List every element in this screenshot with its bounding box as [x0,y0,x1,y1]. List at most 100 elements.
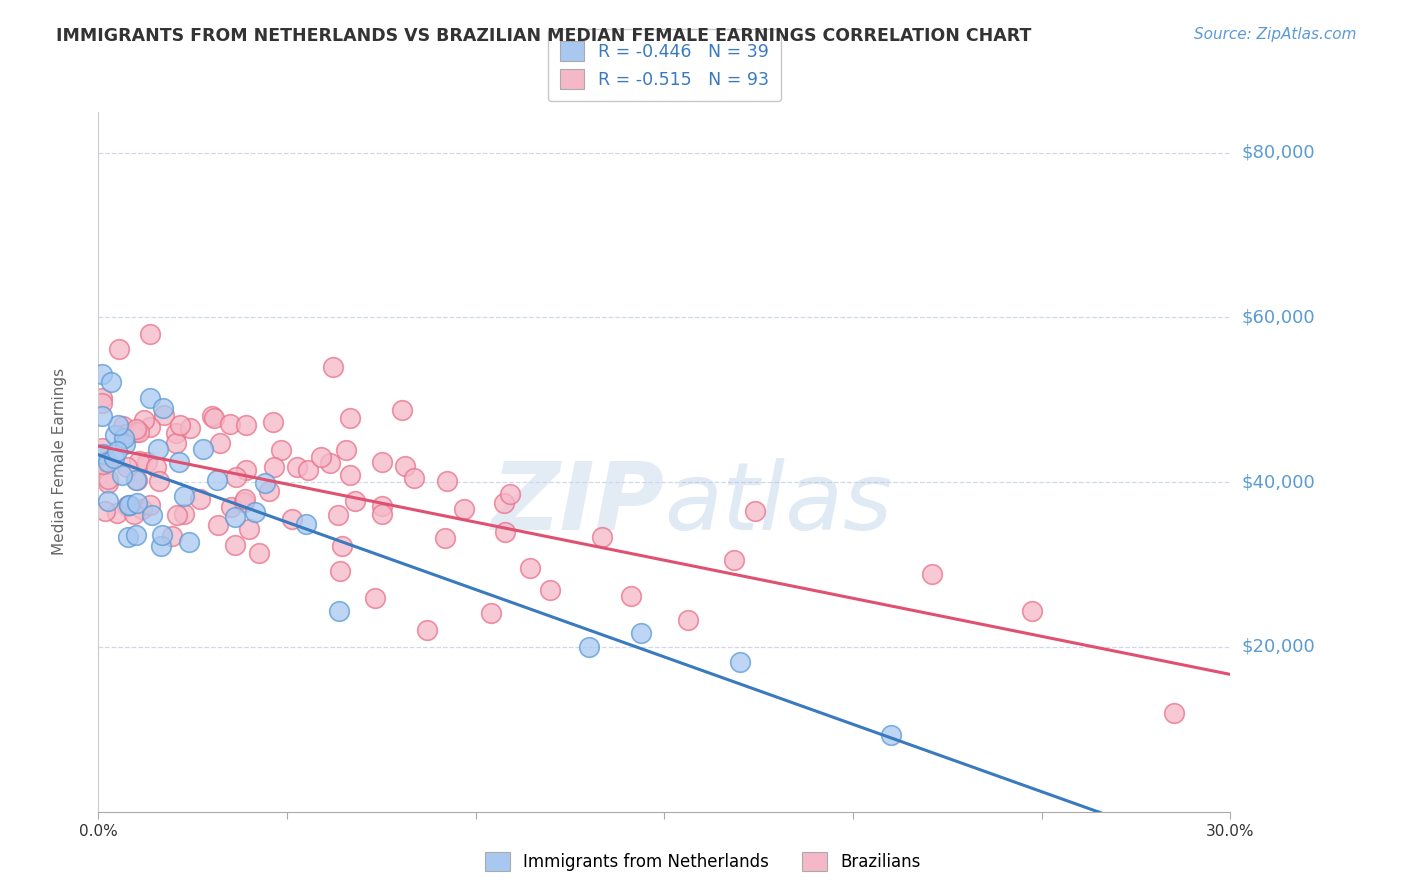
Point [94,504,117,518]
Point [125,527,148,541]
Point [285,460,308,475]
Point [91,409,114,423]
Text: $40,000: $40,000 [1241,473,1316,491]
Point [91,447,114,461]
Point [416,623,439,637]
Point [309,450,332,465]
Point [152,401,174,416]
Point [591,529,613,543]
Point [91,442,114,456]
Point [247,546,270,560]
Point [201,409,224,423]
Point [224,538,246,552]
Legend: R = -0.446   N = 39, R = -0.515   N = 93: R = -0.446 N = 39, R = -0.515 N = 93 [547,29,782,102]
Point [728,655,751,669]
Point [136,455,159,469]
Point [453,501,475,516]
Point [238,522,260,536]
Text: $20,000: $20,000 [1241,638,1316,656]
Point [235,418,257,433]
Point [335,442,357,457]
Point [165,426,187,441]
Point [343,493,366,508]
Point [297,462,319,476]
Point [115,459,138,474]
Point [339,468,361,483]
Text: $80,000: $80,000 [1241,144,1315,161]
Point [127,496,149,510]
Point [319,456,342,470]
Point [124,474,146,488]
Point [519,561,541,575]
Point [235,463,257,477]
Point [141,508,163,522]
Point [148,474,170,488]
Point [270,442,292,457]
Point [436,474,458,488]
Point [117,530,139,544]
Point [294,517,316,532]
Point [202,410,225,425]
Point [173,489,195,503]
Point [262,415,284,429]
Point [139,391,162,405]
Point [115,427,138,442]
Point [328,604,350,618]
Point [479,606,502,620]
Text: atlas: atlas [665,458,893,549]
Point [207,517,229,532]
Point [139,326,162,341]
Point [111,467,134,482]
Text: $60,000: $60,000 [1241,309,1315,326]
Text: ZIP: ZIP [492,458,665,549]
Point [921,566,943,581]
Point [118,498,141,512]
Point [145,460,167,475]
Point [131,502,153,516]
Point [208,436,231,450]
Point [132,413,155,427]
Point [205,473,228,487]
Point [404,471,426,485]
Text: IMMIGRANTS FROM NETHERLANDS VS BRAZILIAN MEDIAN FEMALE EARNINGS CORRELATION CHAR: IMMIGRANTS FROM NETHERLANDS VS BRAZILIAN… [56,27,1032,45]
Point [578,640,600,654]
Point [103,450,125,465]
Point [723,552,745,566]
Point [91,396,114,410]
Point [117,498,139,512]
Point [394,458,416,473]
Point [160,528,183,542]
Point [1163,706,1185,720]
Point [329,564,352,578]
Point [166,508,188,522]
Point [326,508,349,522]
Point [371,499,394,513]
Point [125,425,148,439]
Point [225,470,247,484]
Point [371,455,394,469]
Point [339,411,361,425]
Point [91,391,114,405]
Point [122,507,145,521]
Point [245,505,267,519]
Point [91,457,114,471]
Point [224,510,246,524]
Point [1021,604,1043,618]
Point [678,613,700,627]
Point [434,531,457,545]
Point [105,507,128,521]
Point [193,442,215,457]
Point [494,495,516,509]
Point [259,483,281,498]
Point [188,491,211,506]
Point [97,494,120,508]
Point [93,455,115,469]
Point [498,487,520,501]
Point [105,443,128,458]
Point [124,422,146,436]
Point [169,455,191,469]
Point [112,431,135,445]
Point [233,492,256,507]
Point [153,409,176,423]
Point [179,420,201,434]
